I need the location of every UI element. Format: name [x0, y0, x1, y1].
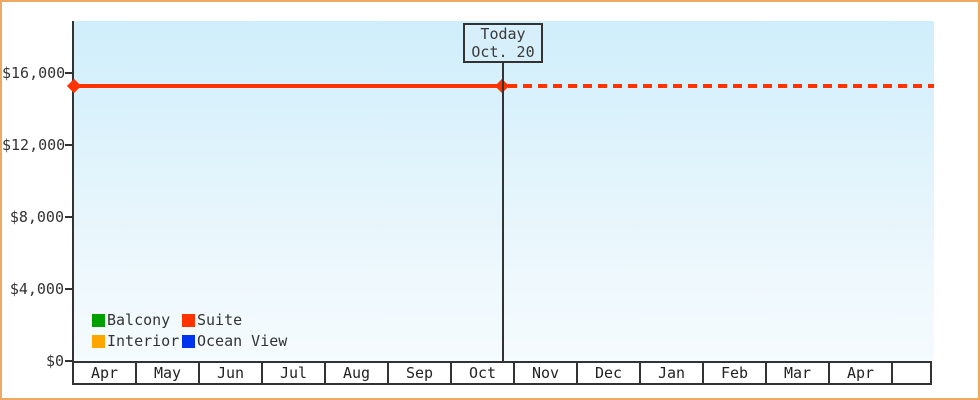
x-axis-cell-jul: Jul: [263, 363, 326, 383]
y-axis-line: [72, 21, 74, 363]
x-axis-cell-nov: Nov: [515, 363, 578, 383]
x-axis-cell-apr: Apr: [74, 363, 137, 383]
legend-label-ocean-view: Ocean View: [197, 332, 288, 350]
y-tick-mark: [65, 216, 73, 218]
plot-area: [74, 21, 934, 361]
y-tick-label-12000: $12,000: [2, 136, 66, 154]
interior-color-swatch: [92, 334, 105, 348]
y-tick-label-8000: $8,000: [9, 208, 64, 226]
x-axis-cell-oct: Oct: [452, 363, 515, 383]
today-label: Today: [480, 25, 526, 43]
x-axis-cell-dec: Dec: [578, 363, 641, 383]
x-axis-cell-jan: Jan: [641, 363, 704, 383]
today-vertical-line: [502, 61, 504, 361]
y-tick-mark: [65, 144, 73, 146]
x-axis-cell-may: May: [137, 363, 200, 383]
x-axis-cell-jun: Jun: [200, 363, 263, 383]
y-tick-label-0: $0: [45, 352, 64, 370]
suite-color-swatch: [182, 313, 195, 327]
y-tick-label-4000: $4,000: [9, 280, 64, 298]
x-axis-cell-empty: [893, 363, 930, 383]
legend-label-interior: Interior: [107, 332, 180, 350]
x-axis-cell-sep: Sep: [389, 363, 452, 383]
ocean-view-color-swatch: [182, 334, 195, 348]
suite-price-line-dashed: [502, 84, 934, 88]
legend-label-balcony: Balcony: [107, 311, 171, 329]
legend-item-ocean-view: Ocean View: [182, 332, 288, 350]
legend-item-suite: Suite: [182, 311, 287, 329]
x-axis-cell-feb: Feb: [704, 363, 767, 383]
y-tick-mark: [65, 360, 73, 362]
suite-price-line-solid: [74, 84, 502, 88]
x-axis-cell-mar: Mar: [767, 363, 830, 383]
y-tick-label-16000: $16,000: [2, 64, 66, 82]
today-date-label: Oct. 20: [471, 43, 535, 61]
x-axis-cell-apr2: Apr: [830, 363, 893, 383]
y-tick-mark: [65, 72, 73, 74]
balcony-color-swatch: [92, 313, 105, 327]
legend-item-interior: Interior: [92, 332, 182, 350]
legend-label-suite: Suite: [197, 311, 243, 329]
x-axis-month-row: Apr May Jun Jul Aug Sep Oct Nov Dec Jan …: [72, 361, 932, 385]
today-annotation-box: Today Oct. 20: [463, 23, 543, 63]
legend: Balcony Suite Interior Ocean View: [92, 311, 288, 350]
y-tick-mark: [65, 288, 73, 290]
x-axis-cell-aug: Aug: [326, 363, 389, 383]
legend-item-balcony: Balcony: [92, 311, 182, 329]
